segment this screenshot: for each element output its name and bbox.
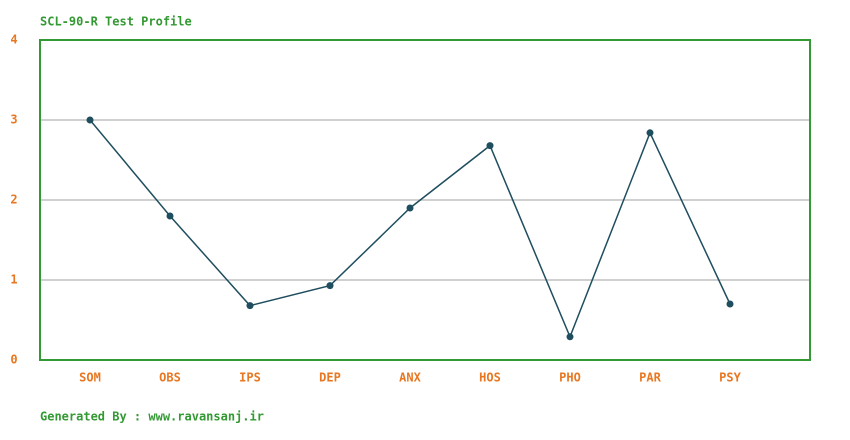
data-point [566,333,574,341]
x-tick-label: IPS [239,371,261,385]
y-tick-label: 3 [10,113,17,127]
y-tick-label: 4 [10,33,17,47]
footer: Generated By : www.ravansanj.ir [40,410,264,424]
data-point [486,142,494,150]
x-tick-label: OBS [159,371,181,385]
x-tick-label: ANX [399,371,421,385]
data-point [86,116,94,124]
x-tick-label: PHO [559,371,581,385]
data-point [406,204,414,212]
plot-border [39,39,811,361]
x-tick-label: PSY [719,371,741,385]
data-point [726,300,734,308]
chart-title: SCL-90-R Test Profile [40,15,192,29]
x-tick-label: HOS [479,371,501,385]
data-point [166,212,174,220]
x-tick-label: PAR [639,371,661,385]
y-tick-label: 1 [10,273,17,287]
data-point [646,129,654,137]
x-tick-label: SOM [79,371,101,385]
data-point [246,302,254,310]
data-line [89,119,731,339]
x-tick-label: DEP [319,371,341,385]
data-point [326,282,334,290]
y-tick-label: 2 [10,193,17,207]
y-tick-label: 0 [10,353,17,367]
